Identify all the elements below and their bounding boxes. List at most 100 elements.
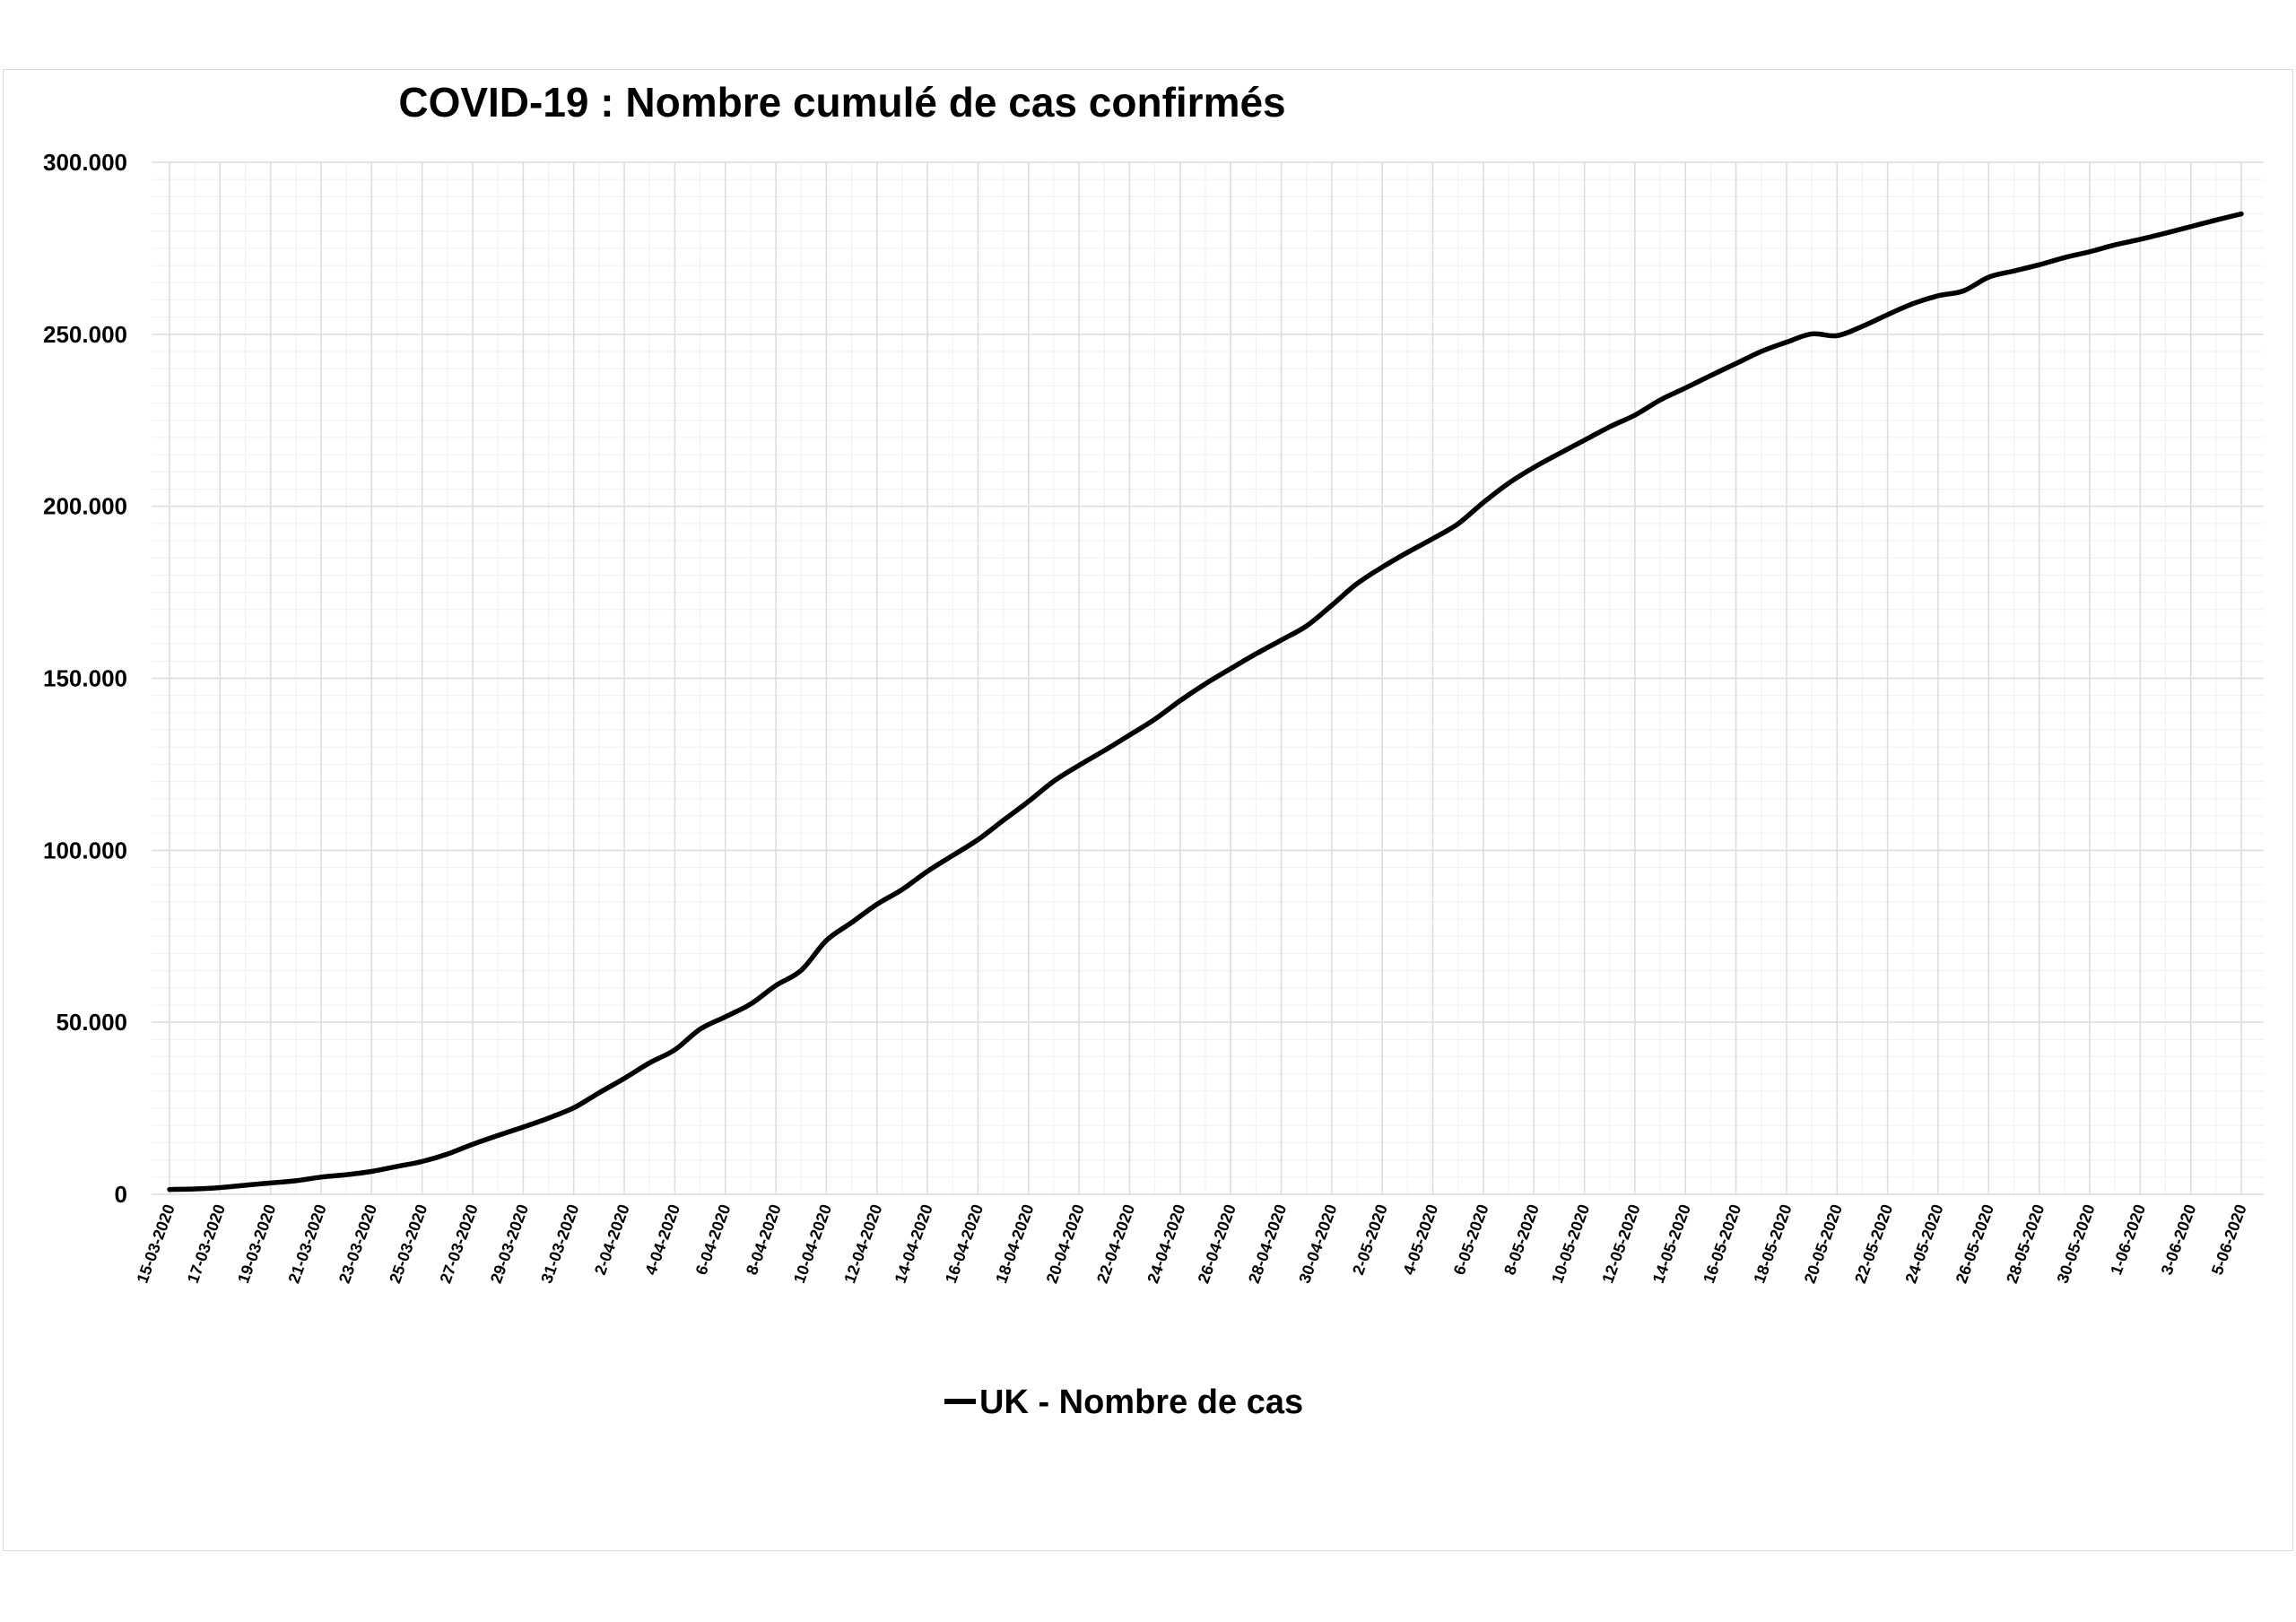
data-point <box>1658 398 1662 402</box>
data-point <box>1709 374 1712 377</box>
data-point <box>900 888 904 891</box>
data-point <box>269 1181 273 1184</box>
y-axis-tick-labels: 0 50.000 100.000 150.000 200.000 250.000 300.0… <box>43 149 127 1208</box>
x-tick-label: 2-04-2020 <box>591 1202 633 1278</box>
data-point <box>572 1106 576 1110</box>
data-point <box>1002 819 1005 822</box>
x-tick-label: 24-04-2020 <box>1144 1202 1188 1286</box>
x-tick-label: 17-03-2020 <box>184 1202 229 1286</box>
x-tick-label: 29-03-2020 <box>487 1202 532 1286</box>
data-point <box>850 921 854 924</box>
series-layer <box>167 211 2244 1193</box>
x-tick-label: 14-05-2020 <box>1649 1202 1694 1286</box>
data-point <box>1027 800 1031 803</box>
data-point <box>521 1125 525 1129</box>
x-tick-label: 4-05-2020 <box>1399 1202 1441 1278</box>
data-point <box>344 1173 348 1176</box>
data-point <box>824 939 828 942</box>
x-tick-label: 30-05-2020 <box>2053 1202 2098 1286</box>
data-point <box>1204 682 1207 686</box>
x-tick-label: 22-05-2020 <box>1851 1202 1896 1286</box>
data-point <box>1532 465 1535 469</box>
data-point <box>2063 256 2066 259</box>
data-point <box>1153 717 1157 721</box>
x-tick-label: 1-06-2020 <box>2107 1202 2149 1278</box>
data-point <box>193 1187 196 1191</box>
data-point <box>1987 275 1990 279</box>
x-tick-label: 20-04-2020 <box>1043 1202 1088 1286</box>
data-point <box>648 1061 651 1064</box>
x-tick-label: 21-03-2020 <box>284 1202 329 1286</box>
data-point <box>1280 638 1283 642</box>
data-point <box>1330 603 1334 607</box>
x-tick-label: 31-03-2020 <box>537 1202 582 1286</box>
chart-title: COVID-19 : Nombre cumulé de cas confirmé… <box>398 79 1285 126</box>
data-point <box>597 1091 601 1095</box>
data-point <box>496 1133 500 1137</box>
x-tick-label: 8-04-2020 <box>743 1202 785 1278</box>
data-point <box>1355 582 1359 585</box>
x-tick-label: 6-04-2020 <box>692 1202 735 1278</box>
data-point <box>2138 238 2142 241</box>
data-point <box>1254 652 1257 655</box>
data-point <box>2163 231 2167 235</box>
data-point <box>749 1002 752 1006</box>
x-tick-label: 28-05-2020 <box>2003 1202 2048 1286</box>
data-point <box>1608 425 1612 429</box>
y-tick-label: 100.000 <box>43 837 127 863</box>
data-point <box>1127 733 1131 737</box>
x-tick-label: 12-05-2020 <box>1598 1202 1643 1286</box>
chart-frame: COVID-19 : Nombre cumulé de cas confirmé… <box>3 69 2293 1551</box>
x-tick-label: 16-04-2020 <box>942 1202 987 1286</box>
data-point <box>1760 350 1763 353</box>
data-point <box>774 984 778 987</box>
data-point <box>1785 341 1788 344</box>
data-point <box>2113 243 2117 247</box>
x-tick-label: 6-05-2020 <box>1450 1202 1492 1278</box>
data-point <box>471 1142 474 1146</box>
x-tick-label: 4-04-2020 <box>641 1202 683 1278</box>
data-point <box>1507 481 1510 485</box>
x-tick-label: 24-05-2020 <box>1901 1202 1946 1286</box>
data-point <box>1633 413 1637 417</box>
x-tick-label: 27-03-2020 <box>437 1202 482 1286</box>
data-point <box>622 1077 626 1080</box>
x-tick-label: 18-04-2020 <box>992 1202 1037 1286</box>
data-point <box>1178 698 1182 702</box>
data-point <box>168 1188 171 1192</box>
data-point <box>2038 263 2041 266</box>
data-point <box>699 1028 702 1031</box>
data-point <box>294 1179 298 1183</box>
major-gridlines <box>152 161 2264 1195</box>
data-point <box>370 1169 373 1173</box>
data-point <box>1305 624 1309 628</box>
x-tick-label: 30-04-2020 <box>1295 1202 1340 1286</box>
x-tick-label: 22-04-2020 <box>1093 1202 1138 1286</box>
data-point <box>1431 537 1435 541</box>
x-tick-label: 26-05-2020 <box>1952 1202 1997 1286</box>
data-point <box>1557 452 1561 455</box>
x-tick-label: 23-03-2020 <box>335 1202 380 1286</box>
x-tick-label: 16-05-2020 <box>1700 1202 1744 1286</box>
data-point <box>446 1152 449 1156</box>
data-point <box>724 1015 727 1019</box>
data-point <box>926 870 929 873</box>
data-point <box>319 1175 323 1179</box>
data-point <box>2189 225 2193 229</box>
x-tick-label: 15-03-2020 <box>133 1202 178 1286</box>
x-tick-label: 18-05-2020 <box>1750 1202 1795 1286</box>
data-point <box>2214 218 2218 221</box>
data-point <box>673 1048 676 1052</box>
data-point <box>218 1186 222 1190</box>
data-point <box>396 1165 399 1168</box>
x-tick-label: 5-06-2020 <box>2208 1202 2250 1278</box>
x-tick-label: 2-05-2020 <box>1349 1202 1391 1278</box>
x-tick-label: 25-03-2020 <box>386 1202 430 1286</box>
data-point <box>1052 779 1056 783</box>
data-point <box>1405 551 1409 554</box>
x-axis-tick-labels: 15-03-2020 17-03-2020 19-03-2020 21-03-2020… <box>133 1202 2249 1286</box>
data-point <box>1229 667 1232 671</box>
data-point <box>1583 438 1587 442</box>
y-tick-label: 50.000 <box>56 1009 127 1036</box>
data-point <box>1860 325 1864 328</box>
